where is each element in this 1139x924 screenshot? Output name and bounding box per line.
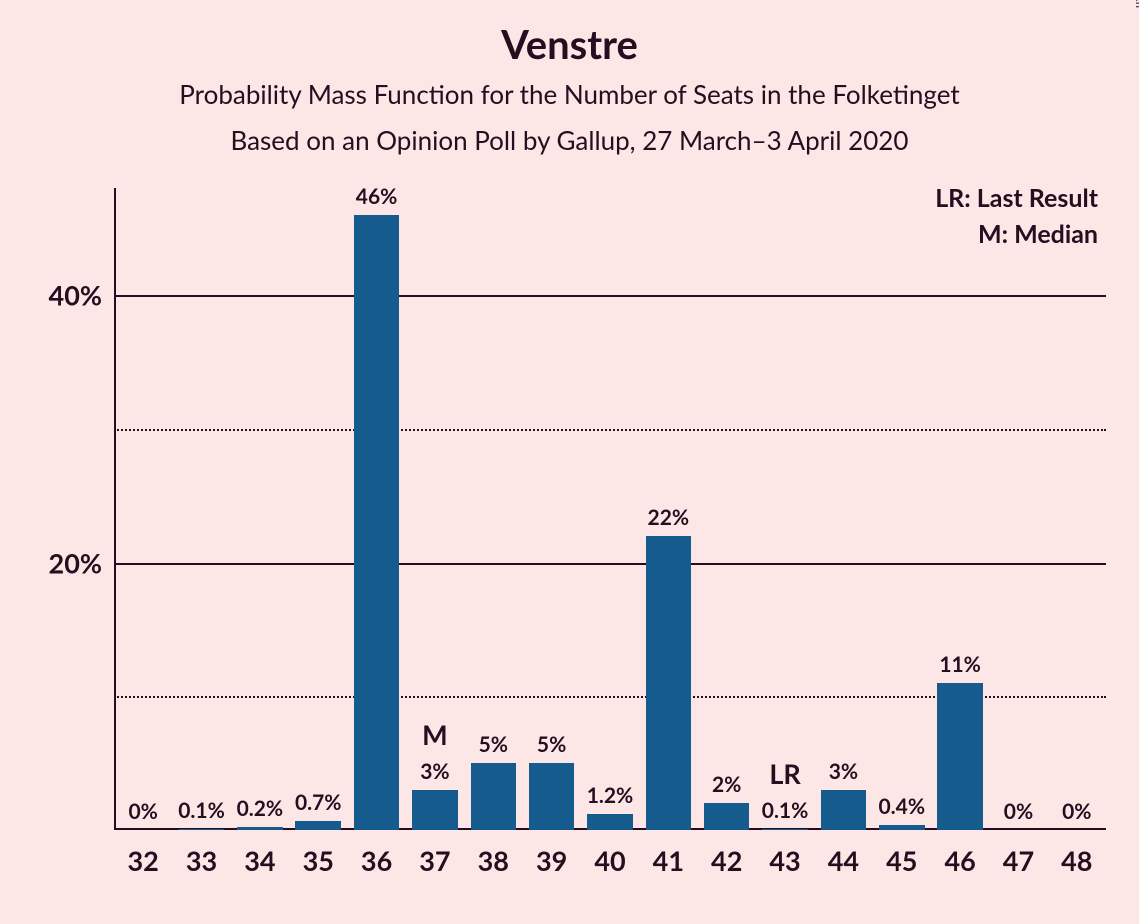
y-tick-label: 20% xyxy=(49,546,114,579)
bar: 5% xyxy=(529,763,575,830)
x-tick-label: 42 xyxy=(711,830,742,877)
chart-title: Venstre xyxy=(0,20,1139,68)
bar: 46% xyxy=(354,215,400,830)
y-axis-line xyxy=(114,188,116,830)
bar-value-label: 0% xyxy=(1062,799,1091,830)
bar-value-label: 0.1% xyxy=(762,798,809,829)
last-result-marker: LR xyxy=(769,757,800,790)
x-tick-label: 44 xyxy=(828,830,859,877)
x-tick-label: 36 xyxy=(361,830,392,877)
x-tick-label: 32 xyxy=(128,830,159,877)
x-tick-label: 41 xyxy=(653,830,684,877)
x-tick-label: 38 xyxy=(478,830,509,877)
chart-subtitle-1: Probability Mass Function for the Number… xyxy=(0,78,1139,110)
bar-value-label: 3% xyxy=(829,759,858,790)
gridline-major xyxy=(114,563,1106,565)
gridline-major xyxy=(114,295,1106,297)
x-tick-label: 46 xyxy=(944,830,975,877)
x-tick-label: 40 xyxy=(594,830,625,877)
copyright-text: © 2020 Filip van Laenen xyxy=(1133,0,1139,8)
x-tick-label: 48 xyxy=(1061,830,1092,877)
bar-value-label: 5% xyxy=(537,732,566,763)
bar: 3% xyxy=(412,790,458,830)
bar-value-label: 1.2% xyxy=(587,783,634,814)
legend-m: M: Median xyxy=(935,216,1098,252)
x-tick-label: 43 xyxy=(769,830,800,877)
bar-value-label: 0.2% xyxy=(237,796,284,827)
bar-value-label: 46% xyxy=(356,184,398,215)
median-marker: M xyxy=(422,718,448,751)
chart-subtitle-2: Based on an Opinion Poll by Gallup, 27 M… xyxy=(0,124,1139,156)
bar-value-label: 0.7% xyxy=(295,790,342,821)
legend-lr: LR: Last Result xyxy=(935,180,1098,216)
bar: 3% xyxy=(821,790,867,830)
x-tick-label: 37 xyxy=(419,830,450,877)
bar: 22% xyxy=(646,536,692,830)
x-tick-label: 39 xyxy=(536,830,567,877)
chart-plot-area: LR: Last Result M: Median 20%40%0%320.1%… xyxy=(114,188,1106,830)
bar: 0.7% xyxy=(295,821,341,830)
x-tick-label: 34 xyxy=(244,830,275,877)
x-tick-label: 45 xyxy=(886,830,917,877)
bar: 5% xyxy=(471,763,517,830)
bar-value-label: 0.4% xyxy=(878,794,925,825)
bar: 11% xyxy=(937,683,983,830)
y-tick-label: 40% xyxy=(49,279,114,312)
bar-value-label: 11% xyxy=(939,652,981,683)
bar-value-label: 22% xyxy=(648,505,690,536)
chart-legend: LR: Last Result M: Median xyxy=(935,180,1098,253)
bar: 1.2% xyxy=(587,814,633,830)
x-tick-label: 35 xyxy=(303,830,334,877)
bar-value-label: 0.1% xyxy=(178,798,225,829)
bar-value-label: 5% xyxy=(479,732,508,763)
bar: 2% xyxy=(704,803,750,830)
x-tick-label: 47 xyxy=(1003,830,1034,877)
gridline-minor xyxy=(114,429,1106,431)
bar-value-label: 2% xyxy=(712,772,741,803)
x-tick-label: 33 xyxy=(186,830,217,877)
bar-value-label: 0% xyxy=(1004,799,1033,830)
bar-value-label: 0% xyxy=(128,799,157,830)
bar-value-label: 3% xyxy=(420,759,449,790)
